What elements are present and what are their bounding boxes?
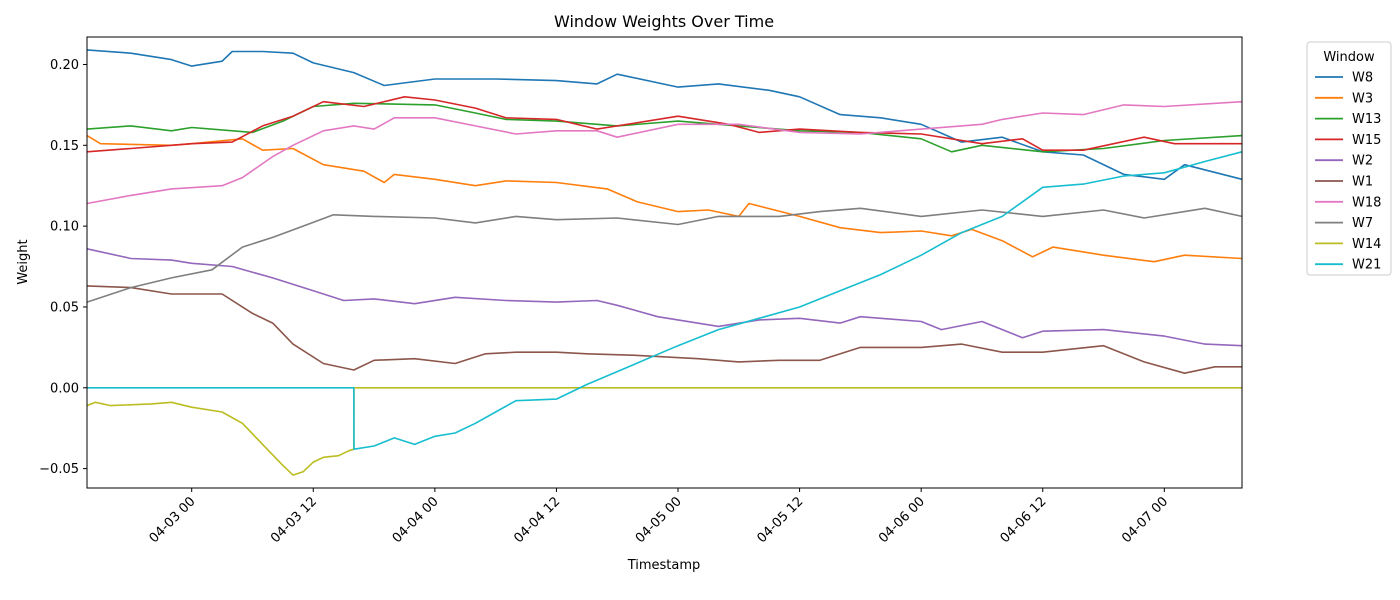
legend-label-w15: W15 — [1352, 133, 1381, 148]
y-tick-label: 0.15 — [50, 139, 79, 154]
plot-frame — [86, 36, 1243, 489]
series-line-w15 — [86, 96, 1242, 153]
legend: Window W8 W3 W13 W15 W2 W1 W18 W7 W14 W21 — [1306, 41, 1392, 276]
series-line-w1 — [86, 285, 1242, 374]
x-tick-label: 04-05 12 — [754, 494, 806, 546]
x-axis-title: Timestamp — [627, 558, 701, 573]
series-line-w18 — [86, 100, 1243, 205]
x-axis: 04-03 00 04-03 12 04-04 00 04-04 12 04-05 00… — [147, 488, 1171, 546]
y-axis-title: Weight — [16, 239, 31, 284]
y-axis: −0.05 0.00 0.05 0.10 0.15 0.20 — [39, 58, 87, 477]
series-line-w2 — [86, 248, 1243, 347]
legend-label-w2: W2 — [1352, 154, 1373, 169]
x-tick-label: 04-05 00 — [633, 494, 685, 546]
x-tick-label: 04-07 00 — [1119, 494, 1171, 546]
x-tick-label: 04-06 12 — [998, 494, 1050, 546]
y-tick-label: −0.05 — [39, 462, 79, 477]
y-tick-label: 0.00 — [50, 381, 79, 396]
legend-label-w8: W8 — [1352, 71, 1373, 86]
x-tick-label: 04-06 00 — [876, 494, 928, 546]
legend-label-w13: W13 — [1352, 112, 1381, 127]
legend-title: Window — [1323, 50, 1375, 65]
legend-label-w1: W1 — [1352, 175, 1373, 190]
x-tick-label: 04-04 12 — [511, 494, 563, 546]
x-tick-label: 04-03 00 — [147, 494, 199, 546]
chart-title: Window Weights Over Time — [554, 12, 774, 31]
series-line-w14 — [86, 387, 1242, 476]
legend-label-w3: W3 — [1352, 91, 1373, 106]
series-line-w21 — [87, 151, 1243, 450]
x-tick-label: 04-03 12 — [268, 494, 320, 546]
legend-label-w21: W21 — [1352, 258, 1381, 273]
y-tick-label: 0.20 — [50, 58, 79, 73]
legend-label-w14: W14 — [1352, 237, 1381, 252]
series-line-w3 — [86, 134, 1243, 263]
plot-area — [86, 49, 1243, 476]
x-tick-label: 04-04 00 — [390, 494, 442, 546]
y-tick-label: 0.10 — [50, 220, 79, 235]
legend-label-w18: W18 — [1352, 195, 1381, 210]
series-line-w7 — [86, 207, 1243, 303]
y-tick-label: 0.05 — [50, 300, 79, 315]
legend-frame — [1306, 41, 1392, 276]
legend-label-w7: W7 — [1352, 216, 1373, 231]
series-line-w13 — [86, 102, 1243, 153]
